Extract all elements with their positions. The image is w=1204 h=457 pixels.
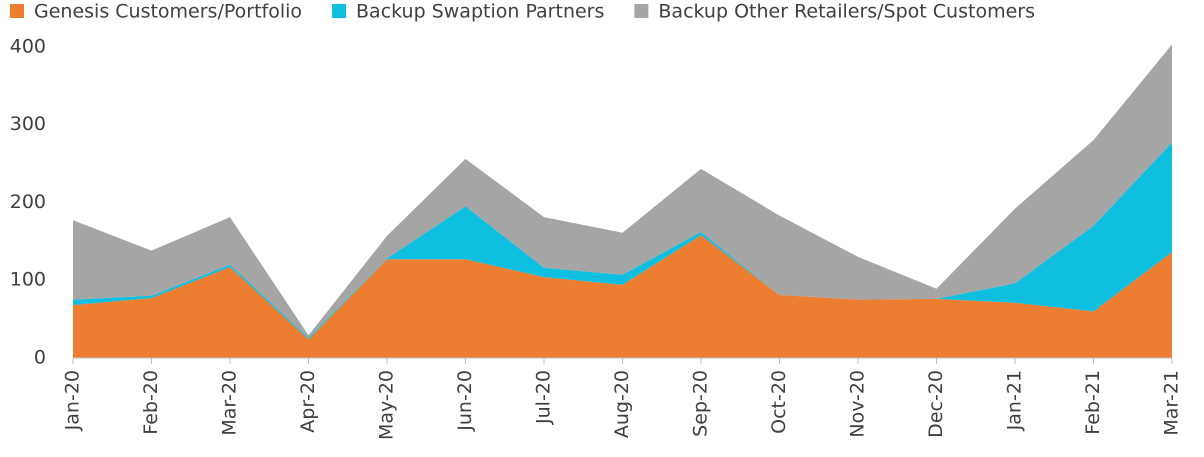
area — [73, 235, 1172, 358]
legend-swatch — [332, 4, 347, 18]
legend-swatch — [10, 4, 24, 18]
x-tick-label: Mar-20 — [219, 370, 241, 436]
legend-label: Genesis Customers/Portfolio — [34, 1, 302, 23]
x-tick-label: Jun-20 — [454, 370, 476, 432]
y-tick-label: 200 — [10, 191, 46, 213]
x-tick-label: Sep-20 — [690, 370, 712, 437]
x-tick-label: Nov-20 — [847, 370, 869, 438]
x-tick-label: May-20 — [376, 370, 398, 440]
x-tick-label: Jan-20 — [62, 370, 84, 431]
legend-label: Backup Swaption Partners — [356, 1, 604, 23]
x-tick-label: Oct-20 — [768, 370, 790, 434]
x-tick-label: Feb-21 — [1082, 370, 1104, 435]
legend-swatch — [634, 4, 649, 18]
x-tick-label: Jul-20 — [533, 370, 555, 425]
x-tick-label: Jan-21 — [1004, 370, 1026, 431]
y-tick-label: 100 — [10, 269, 46, 291]
y-tick-label: 400 — [10, 35, 46, 57]
legend-label: Backup Other Retailers/Spot Customers — [658, 1, 1035, 23]
y-tick-label: 0 — [34, 347, 46, 369]
x-tick-label: Mar-21 — [1161, 370, 1183, 436]
x-tick-label: Feb-20 — [140, 370, 162, 435]
x-tick-label: Aug-20 — [611, 370, 633, 438]
x-tick-label: Apr-20 — [297, 370, 319, 433]
x-tick-label: Dec-20 — [925, 370, 947, 438]
y-tick-label: 300 — [10, 113, 46, 135]
